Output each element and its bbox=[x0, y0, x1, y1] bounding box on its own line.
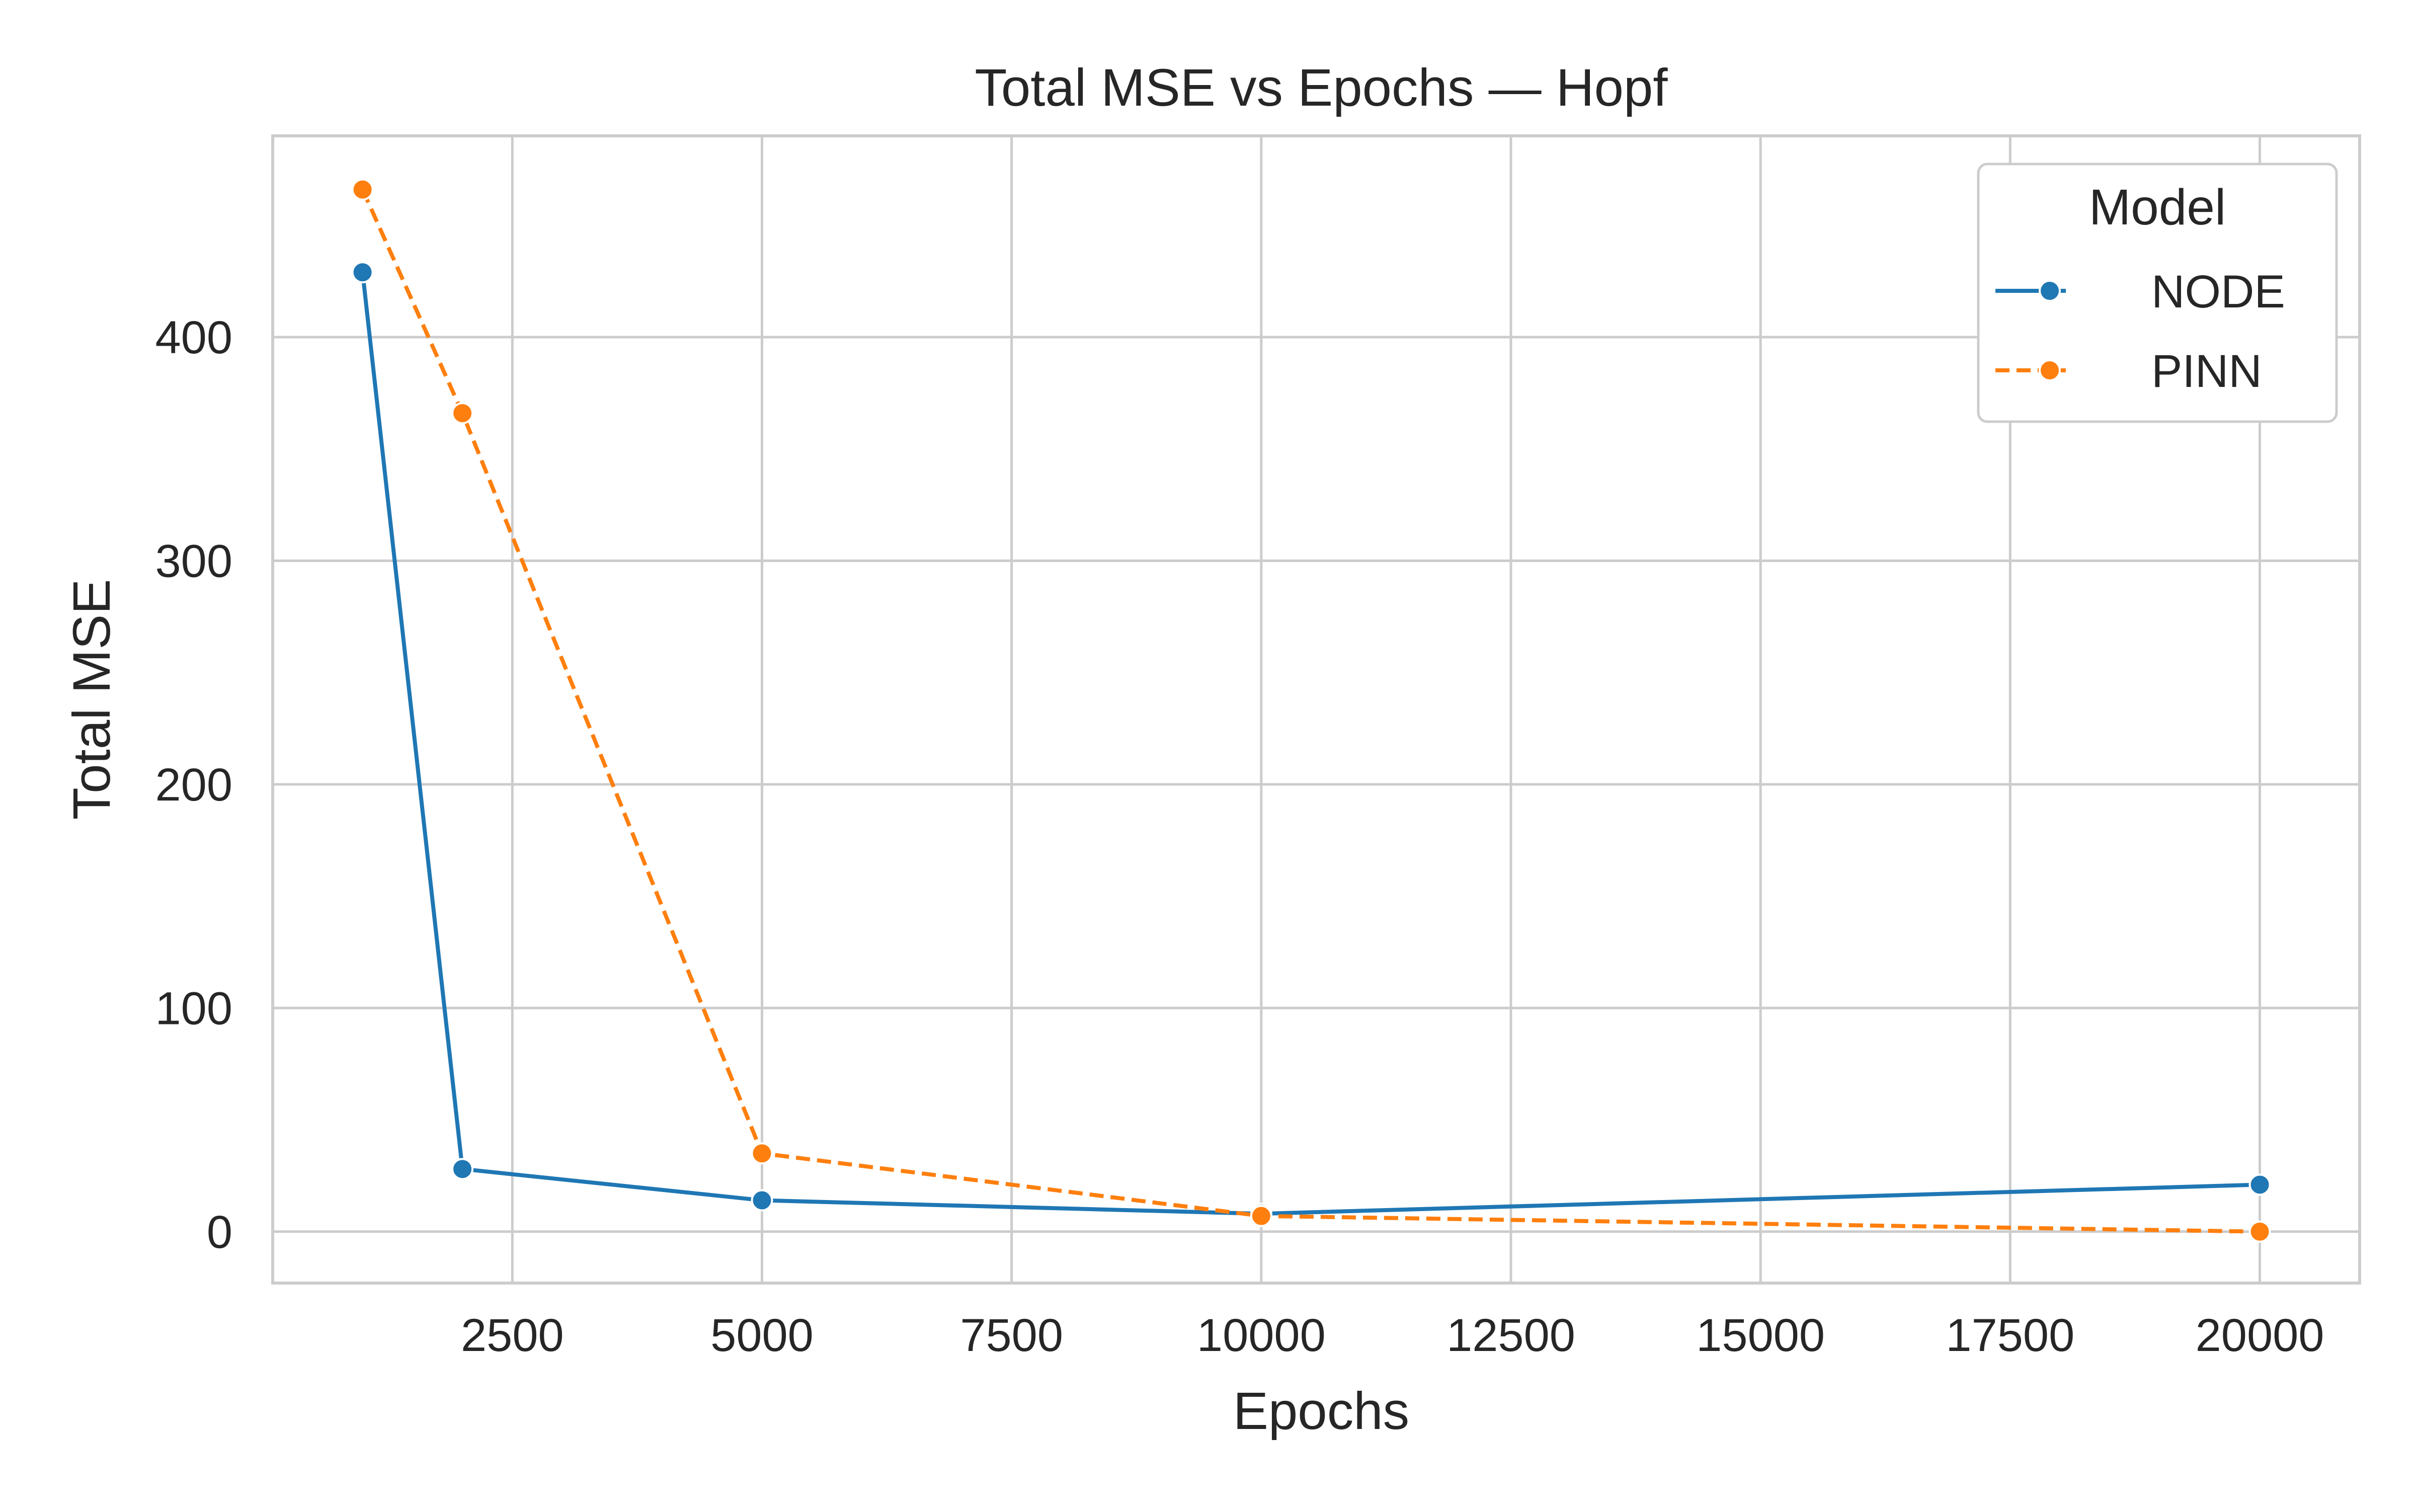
y-tick-label: 300 bbox=[155, 535, 233, 587]
x-tick-label: 12500 bbox=[1446, 1310, 1575, 1361]
data-point-pinn bbox=[1250, 1205, 1272, 1227]
x-tick-label: 7500 bbox=[960, 1310, 1063, 1361]
y-tick-label: 400 bbox=[155, 312, 233, 363]
x-axis-label: Epochs bbox=[1233, 1382, 1409, 1441]
axis-ticks: 2500 5000 7500 10000 12500 15000 17500 20000 0 10… bbox=[155, 312, 2324, 1361]
series-layer bbox=[351, 178, 2271, 1243]
plot-area-frame bbox=[271, 134, 2361, 1285]
data-point-pinn bbox=[2248, 1220, 2271, 1243]
y-axis-label: Total MSE bbox=[62, 579, 121, 820]
chart-title: Total MSE vs Epochs — Hopf bbox=[975, 58, 1668, 117]
legend-marker-node bbox=[2039, 280, 2061, 302]
y-tick-label: 200 bbox=[155, 759, 233, 811]
legend: Model NODE PINN bbox=[1977, 163, 2338, 423]
legend-marker-pinn bbox=[2039, 359, 2061, 381]
x-tick-label: 17500 bbox=[1946, 1310, 2074, 1361]
legend-entry-node: NODE bbox=[1995, 266, 2285, 317]
x-tick-label: 2500 bbox=[461, 1310, 564, 1361]
x-tick-label: 20000 bbox=[2196, 1310, 2324, 1361]
legend-entry-pinn: PINN bbox=[1995, 346, 2262, 397]
legend-entries: NODE PINN bbox=[1995, 266, 2285, 397]
data-point-node bbox=[2248, 1173, 2271, 1196]
y-tick-label: 0 bbox=[207, 1207, 232, 1258]
legend-label-pinn: PINN bbox=[2151, 346, 2262, 397]
series-node bbox=[351, 261, 2271, 1225]
data-point-node bbox=[351, 261, 374, 284]
series-pinn bbox=[351, 178, 2271, 1243]
data-point-pinn bbox=[351, 178, 374, 201]
legend-box bbox=[1977, 163, 2338, 423]
x-tick-label: 10000 bbox=[1197, 1310, 1326, 1361]
legend-title: Model bbox=[2089, 179, 2226, 235]
data-point-node bbox=[751, 1189, 773, 1212]
y-tick-label: 100 bbox=[155, 983, 233, 1034]
x-tick-label: 5000 bbox=[710, 1310, 814, 1361]
data-point-node bbox=[451, 1158, 474, 1180]
data-point-pinn bbox=[751, 1142, 773, 1165]
legend-label-node: NODE bbox=[2151, 266, 2285, 317]
x-tick-label: 15000 bbox=[1696, 1310, 1825, 1361]
data-point-pinn bbox=[451, 402, 474, 425]
